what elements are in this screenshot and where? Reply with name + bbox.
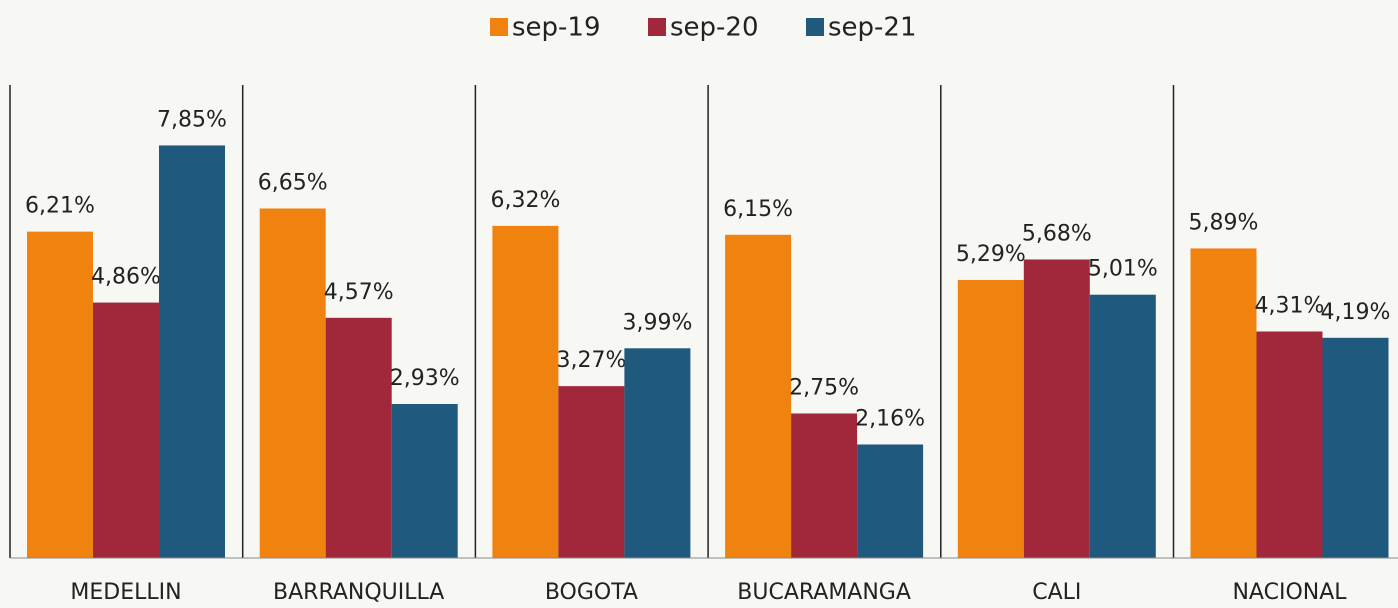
- legend-swatch: [648, 18, 666, 36]
- bar: [1089, 294, 1156, 558]
- bar: [1322, 337, 1389, 558]
- bar: [1256, 331, 1323, 558]
- bar: [492, 225, 559, 559]
- value-label: 5,01%: [1088, 257, 1158, 282]
- x-tick-label: BUCARAMANGA: [737, 580, 911, 605]
- x-tick-label: NACIONAL: [1232, 580, 1347, 605]
- value-label: 4,57%: [324, 280, 394, 305]
- bar: [558, 386, 625, 558]
- legend-swatch: [806, 18, 824, 36]
- value-label: 2,93%: [390, 366, 460, 391]
- bar: [27, 231, 93, 558]
- value-label: 3,99%: [622, 310, 692, 335]
- bar: [391, 404, 458, 558]
- legend-swatch: [490, 18, 508, 36]
- value-label: 6,32%: [490, 188, 560, 213]
- bar: [259, 208, 326, 558]
- value-label: 2,16%: [855, 406, 925, 431]
- value-label: 5,89%: [1189, 210, 1259, 235]
- legend-label: sep-21: [828, 13, 917, 43]
- value-label: 4,19%: [1321, 300, 1391, 325]
- bar: [1190, 248, 1257, 558]
- value-label: 3,27%: [556, 348, 626, 373]
- legend-label: sep-20: [670, 13, 759, 43]
- bar: [857, 444, 924, 558]
- bar: [791, 413, 858, 558]
- value-label: 5,29%: [956, 242, 1026, 267]
- x-tick-label: CALI: [1032, 580, 1081, 605]
- bar: [624, 348, 691, 558]
- value-label: 6,65%: [258, 171, 328, 196]
- x-tick-label: BARRANQUILLA: [273, 580, 444, 605]
- x-tick-label: BOGOTA: [545, 580, 638, 605]
- value-label: 5,68%: [1022, 221, 1092, 246]
- bar: [159, 145, 225, 558]
- bar: [1023, 259, 1090, 558]
- value-label: 4,86%: [91, 265, 161, 290]
- value-label: 2,75%: [789, 375, 859, 400]
- value-label: 6,15%: [723, 197, 793, 222]
- bar: [725, 234, 792, 559]
- bar: [957, 279, 1024, 558]
- bar: [93, 302, 159, 558]
- value-label: 6,21%: [25, 194, 95, 219]
- bar: [325, 317, 392, 558]
- legend-label: sep-19: [512, 13, 601, 43]
- x-tick-label: MEDELLIN: [70, 580, 181, 605]
- value-label: 4,31%: [1255, 293, 1325, 318]
- value-label: 7,85%: [157, 107, 227, 132]
